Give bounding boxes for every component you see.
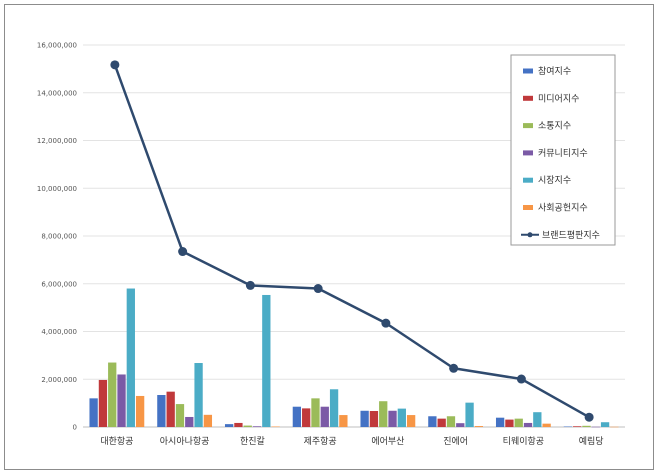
line-point-4 <box>313 284 323 294</box>
y-tick-label: 2,000,000 <box>41 376 77 384</box>
line-point-3 <box>245 280 255 290</box>
bar-1-8 <box>563 426 573 428</box>
x-category-label: 한진칼 <box>240 436 265 447</box>
legend-swatch-6 <box>523 205 533 210</box>
bar-5-1 <box>126 288 135 427</box>
legend-label: 미디어지수 <box>538 93 579 104</box>
line-point-2 <box>178 247 188 257</box>
legend-line-marker <box>527 232 533 238</box>
line-brand-reputation <box>113 64 590 419</box>
bar-4-6 <box>456 423 465 427</box>
bar-5-7 <box>533 412 542 427</box>
bar-5-5 <box>397 408 406 427</box>
legend-swatch-2 <box>523 95 533 101</box>
bar-5-6 <box>465 402 474 427</box>
bar-1-3 <box>224 424 234 427</box>
bar-6-8 <box>610 426 619 428</box>
legend-swatch-3 <box>523 123 533 129</box>
x-category-label: 예림당 <box>579 435 604 447</box>
line-point-5 <box>381 318 391 328</box>
legend-box <box>510 54 616 246</box>
line-point-7 <box>516 374 526 384</box>
x-category-label: 제주항공 <box>304 436 337 447</box>
y-tick-label: 8,000,000 <box>41 233 77 241</box>
bar-6-5 <box>406 415 416 427</box>
bar-3-4 <box>311 398 320 427</box>
bar-2-6 <box>437 418 446 427</box>
bar-2-8 <box>573 426 582 427</box>
bar-3-1 <box>108 362 117 427</box>
x-category-label: 아시아나항공 <box>160 436 210 447</box>
bar-2-4 <box>302 408 311 427</box>
legend-label: 커뮤니티지수 <box>538 148 588 159</box>
bar-4-8 <box>591 426 600 428</box>
bar-5-8 <box>600 422 610 427</box>
bar-5-4 <box>329 389 339 427</box>
line-point-6 <box>449 363 459 373</box>
x-category-label: 진에어 <box>443 436 468 447</box>
bar-3-3 <box>243 425 252 427</box>
legend-swatch-4 <box>523 150 533 156</box>
bar-1-1 <box>89 398 98 427</box>
legend-label: 브랜드평판지수 <box>542 230 600 241</box>
x-category-label: 티웨이항공 <box>503 435 544 447</box>
bar-6-3 <box>271 426 280 428</box>
bar-6-7 <box>542 423 551 427</box>
legend-label: 시장지수 <box>538 175 571 186</box>
bar-4-4 <box>320 406 329 427</box>
bar-1-6 <box>428 416 437 427</box>
x-category-label: 에어부산 <box>371 436 404 447</box>
bar-6-4 <box>339 415 348 427</box>
y-tick-label: 16,000,000 <box>37 42 77 50</box>
y-tick-label: 10,000,000 <box>37 185 77 193</box>
bar-2-5 <box>369 411 379 427</box>
x-category-label: 대한항공 <box>100 436 133 447</box>
bar-2-2 <box>166 391 175 427</box>
bar-4-1 <box>117 374 126 427</box>
y-tick-label: 14,000,000 <box>37 89 77 97</box>
bar-5-2 <box>194 363 203 427</box>
bar-6-2 <box>203 414 213 427</box>
bar-3-5 <box>379 401 388 427</box>
bar-3-7 <box>514 418 523 427</box>
bar-1-4 <box>292 406 302 427</box>
bar-6-1 <box>135 395 145 427</box>
bar-2-1 <box>98 379 108 427</box>
y-tick-label: 0 <box>73 424 77 432</box>
bar-1-5 <box>360 410 369 427</box>
bar-2-7 <box>505 419 514 427</box>
y-tick-label: 12,000,000 <box>37 137 77 145</box>
bar-3-8 <box>582 425 591 427</box>
bar-1-7 <box>495 417 505 427</box>
chart-frame: 0 2,000,000 4,000,000 6,000,000 8,000,000 10,… <box>4 4 654 470</box>
legend-swatch-5 <box>523 177 533 183</box>
legend-label: 소통지수 <box>538 121 571 132</box>
bar-3-2 <box>175 404 185 427</box>
brand-reputation-chart: 0 2,000,000 4,000,000 6,000,000 8,000,000 10,… <box>37 42 625 447</box>
bar-4-7 <box>523 422 533 427</box>
bar-5-3 <box>262 294 271 427</box>
legend-label: 사회공헌지수 <box>538 203 588 214</box>
bar-4-2 <box>185 416 194 427</box>
bar-2-3 <box>234 422 243 427</box>
legend-swatch-1 <box>523 68 533 74</box>
bar-3-6 <box>446 416 456 427</box>
y-tick-label: 4,000,000 <box>41 328 77 336</box>
bar-4-3 <box>252 426 262 427</box>
line-point-8 <box>584 412 594 422</box>
y-tick-label: 6,000,000 <box>41 280 77 288</box>
legend-label: 참여지수 <box>538 65 571 77</box>
bar-4-5 <box>388 410 397 427</box>
line-point-1 <box>110 60 120 70</box>
bar-6-6 <box>474 426 484 427</box>
bar-1-2 <box>157 395 166 427</box>
